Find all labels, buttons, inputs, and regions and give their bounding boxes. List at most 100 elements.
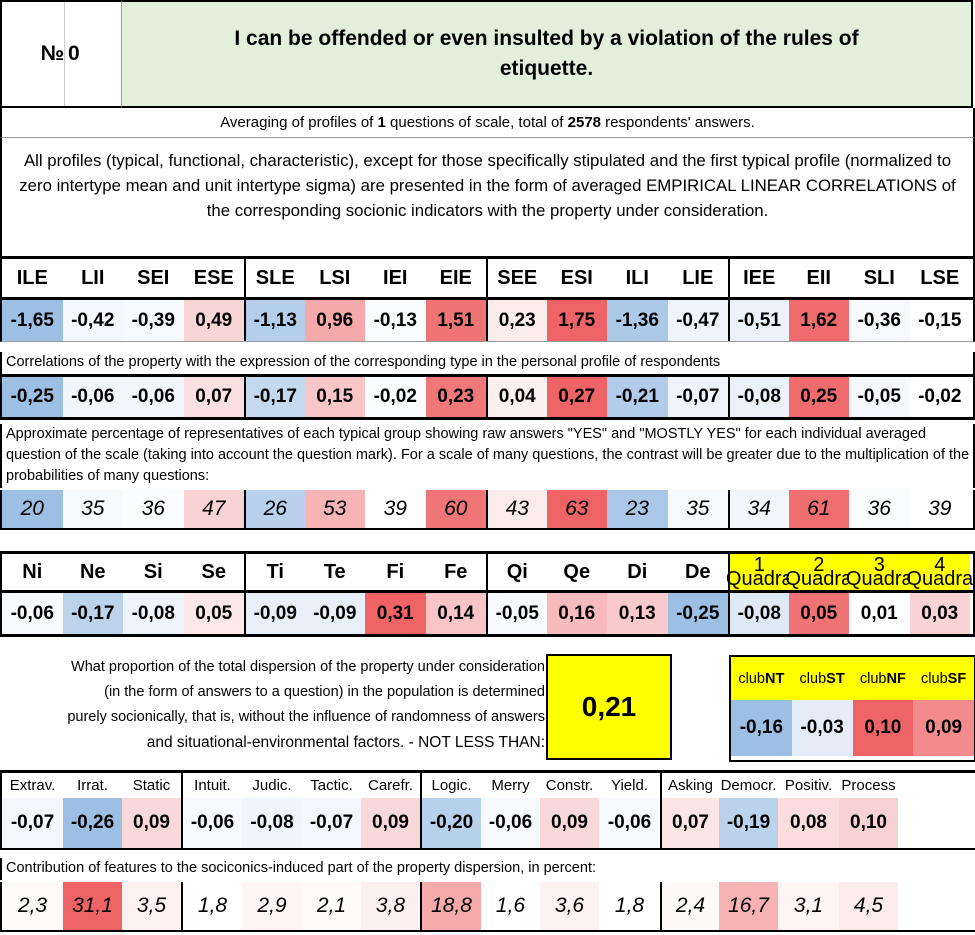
averaging-middle: questions of scale, total of [385,114,568,131]
feature-value-cell: -0,06 [181,798,242,848]
feature-contrib-cell: 3,8 [361,882,420,930]
club-value-cell: -0,16 [731,700,792,756]
function-value-cell: -0,05 [486,593,547,634]
type-corr-cell: 0,27 [546,377,607,417]
type-name-cell: ESE [193,266,234,289]
dispersion-line: What proportion of the total dispersion … [71,659,545,675]
type-corr-cell: -0,02 [365,377,426,417]
function-value-cell: -0,08 [123,593,184,634]
type-profile-cell: -0,15 [909,300,970,341]
quadra-header-cell: 2 Quadra [785,554,852,590]
function-name-cell: Fi [386,560,405,583]
type-name-cell: SEE [486,259,547,297]
feature-value-cell: 0,07 [660,798,719,848]
type-pct-cell: 39 [909,490,970,528]
averaging-suffix: respondents' answers. [601,114,755,131]
feature-values-row: -0,07 -0,26 0,09 -0,06 -0,08 -0,07 0,09 -0,20 -0… [0,798,975,850]
feature-value-cell: 0,09 [540,798,599,848]
type-corr-row: -0,25 -0,06 -0,06 0,07 -0,17 0,15 -0,02 0,23 0,0… [0,374,975,420]
type-name-cell: LIE [682,266,714,289]
type-pct-cell: 39 [365,490,426,528]
feature-value-cell: 0,09 [122,798,181,848]
feature-name-cell: Static [132,777,171,794]
function-name-cell: Si [143,560,163,583]
type-profile-cell: -1,36 [607,300,668,341]
type-profile-cell: -0,36 [849,300,910,341]
type-pct-cell: 20 [2,490,63,528]
function-value-cell: 0,14 [425,593,486,634]
feature-name-cell: Asking [660,773,719,798]
type-profile-cell: -0,47 [667,300,728,341]
dispersion-line: purely socionically, that is, without th… [67,709,545,725]
feature-contrib-cell: 31,1 [63,882,122,930]
feature-name-cell: Process [841,777,896,794]
quadra-label: Quadra [785,568,853,590]
feature-name-cell: Yield. [611,777,648,794]
pct-caption: Approximate percentage of representative… [0,424,975,488]
type-profile-cell: -0,39 [123,300,184,341]
type-corr-cell: 0,25 [788,377,849,417]
feature-value-cell: -0,06 [599,798,660,848]
feature-contrib-cell: 1,6 [481,882,540,930]
question-count: 1 [377,114,386,131]
type-profile-cell: -1,13 [244,300,305,341]
respondent-count: 2578 [567,114,602,131]
function-value-cell: -0,08 [728,593,789,634]
quadra-header-cell: 3 Quadra [846,554,913,590]
club-value-cell: 0,09 [913,700,974,756]
type-name-cell: ILI [625,266,649,289]
function-value-cell: -0,25 [667,593,728,634]
type-profile-cell: -0,42 [62,300,123,341]
type-profile-cell: -0,13 [365,300,426,341]
feature-contrib-cell: 2,9 [242,882,302,930]
type-corr-cell: -0,05 [849,377,910,417]
type-corr-cell: -0,25 [2,377,63,417]
feature-contrib-cell: 1,8 [599,882,660,930]
type-pct-cell: 36 [123,490,184,528]
quadra-number: 1 [753,554,765,576]
feature-contrib-cell: 3,5 [122,882,181,930]
feature-value-cell: 0,08 [778,798,839,848]
function-names-row: Ni Ne Si Se Ti Te Fi Fe Qi Qe Di De 1 Quadra 2 Quadra 3 Q… [0,551,975,593]
feature-name-cell: Logic. [420,773,481,798]
function-value-cell: 0,03 [909,593,970,634]
feature-contrib-cell: 16,7 [719,882,778,930]
function-name-cell: Qi [486,554,547,590]
type-profile-row: -1,65 -0,42 -0,39 0,49 -1,13 0,96 -0,13 1,51 0,2… [0,300,975,342]
type-pct-cell: 23 [607,490,668,528]
function-value-cell: 0,05 [183,593,244,634]
function-value-cell: -0,06 [2,593,63,634]
feature-name-cell: Irrat. [77,777,108,794]
dispersion-line: and situational-environmental factors. -… [146,734,545,751]
type-pct-cell: 36 [849,490,910,528]
feature-value-cell: 0,10 [839,798,898,848]
function-value-cell: -0,09 [244,593,305,634]
feature-name-cell: Intuit. [181,773,242,798]
feature-name-cell: Democr. [720,777,777,794]
type-name-cell: ILE [16,266,48,289]
club-value-cell: 0,10 [852,700,914,756]
function-name-cell: Ne [79,560,106,583]
type-pct-cell: 34 [728,490,789,528]
number-box: № 0 [0,0,122,108]
clubs-table: club NT club ST club NF club SF -0,16 -0,03 0,10 0… [729,655,975,762]
averaging-prefix: Averaging of profiles of [220,114,378,131]
type-corr-cell: -0,07 [667,377,728,417]
function-name-cell: Ti [244,554,305,590]
club-header-cell: club ST [791,657,853,700]
type-corr-cell: -0,06 [123,377,184,417]
quadra-number: 3 [873,554,885,576]
function-values-row: -0,06 -0,17 -0,08 0,05 -0,09 -0,09 0,31 0,14 -0,… [0,593,975,637]
type-corr-cell: -0,02 [909,377,970,417]
dispersion-text: What proportion of the total dispersion … [60,655,545,755]
function-value-cell: 0,31 [365,593,426,634]
type-profile-cell: -0,51 [728,300,789,341]
type-pct-cell: 43 [486,490,547,528]
quadra-label: Quadra [725,568,793,590]
type-profile-cell: 0,96 [304,300,365,341]
type-corr-cell: -0,17 [244,377,305,417]
function-name-cell: De [684,560,711,583]
type-name-cell: EIE [439,266,472,289]
feature-contrib-cell: 1,8 [181,882,242,930]
profiles-note: All profiles (typical, functional, chara… [0,138,975,256]
